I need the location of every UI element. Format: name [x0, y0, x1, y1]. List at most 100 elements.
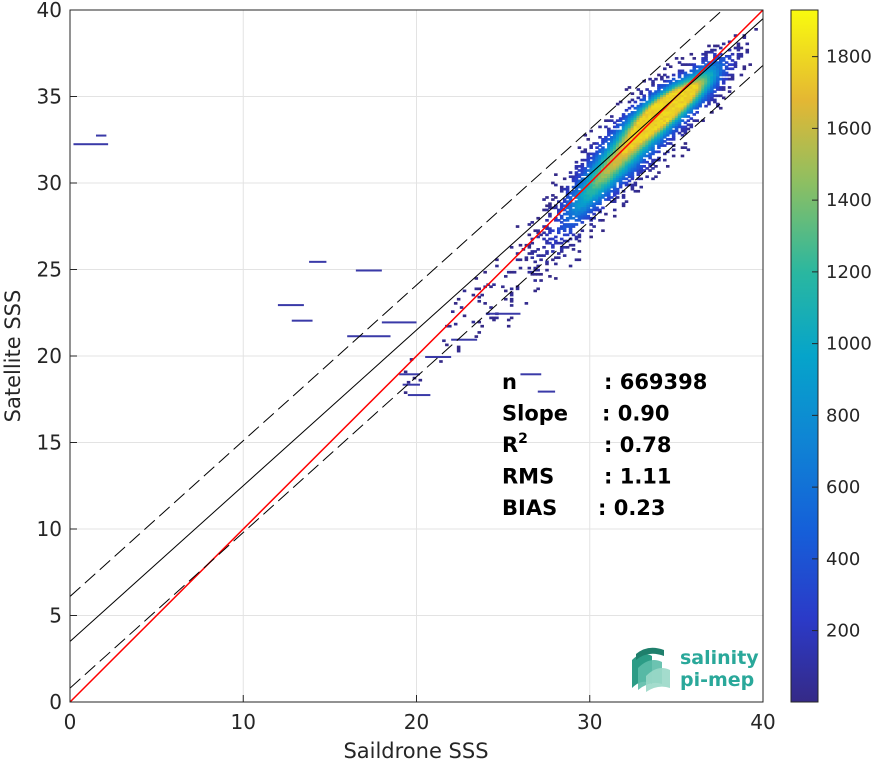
density-cell [745, 42, 750, 46]
density-cell [610, 142, 614, 145]
density-cell [565, 225, 570, 228]
density-cell [630, 123, 635, 127]
density-cell [716, 88, 720, 91]
density-cell [565, 218, 570, 222]
density-cell [707, 44, 711, 48]
density-cell [592, 167, 596, 170]
density-cell [533, 289, 537, 293]
outlier-mark [399, 373, 420, 376]
density-cell [642, 104, 646, 108]
density-cell [536, 254, 540, 257]
density-cell [604, 198, 608, 201]
density-cell [721, 86, 726, 89]
density-cell [586, 173, 591, 176]
density-cell [668, 142, 673, 145]
density-cell [627, 162, 632, 166]
density-cell [610, 119, 614, 123]
density-cell [648, 125, 652, 129]
density-cell [651, 108, 655, 112]
density-cell [633, 138, 638, 141]
density-cell [624, 133, 629, 137]
colorbar-tick-label: 1800 [826, 47, 872, 68]
density-cell [618, 177, 623, 181]
density-cell [657, 138, 661, 141]
density-cell [733, 65, 738, 69]
density-cell [642, 129, 646, 133]
density-cell [754, 27, 758, 31]
density-cell [439, 360, 443, 363]
density-cell [713, 81, 717, 85]
density-cell [695, 86, 699, 89]
density-cell [607, 165, 611, 168]
density-cell [663, 104, 667, 108]
density-cell [663, 127, 667, 131]
density-cell [574, 191, 579, 195]
density-cell [559, 250, 564, 253]
density-cell [677, 69, 682, 73]
density-cell [633, 167, 638, 170]
density-cell [607, 154, 611, 158]
density-cell [665, 113, 670, 116]
density-cell [718, 61, 723, 64]
density-cell [627, 86, 632, 89]
density-cell [665, 150, 670, 154]
density-cell [624, 121, 629, 125]
density-cell [621, 171, 626, 174]
density-cell [683, 104, 688, 108]
density-cell [574, 173, 579, 176]
density-cell [607, 131, 611, 135]
density-cell [739, 54, 744, 58]
density-cell [583, 214, 588, 218]
density-cell [665, 98, 670, 102]
density-cell [627, 167, 632, 170]
y-tick-label: 40 [37, 0, 62, 22]
density-cell [639, 140, 644, 143]
outlier-mark [451, 338, 478, 341]
density-cell [657, 102, 661, 106]
density-cell [557, 227, 561, 230]
density-cell [592, 158, 596, 162]
density-cell [545, 250, 549, 253]
density-cell [618, 119, 623, 123]
density-cell [642, 102, 646, 106]
density-cell [627, 165, 632, 168]
density-cell [636, 117, 641, 120]
density-cell [621, 144, 626, 147]
density-cell [592, 225, 596, 228]
density-cell [607, 129, 611, 133]
density-cell [639, 160, 644, 164]
density-cell [660, 75, 664, 79]
density-cell [683, 127, 688, 131]
density-cell [651, 84, 655, 87]
density-cell [633, 123, 638, 127]
density-cell [536, 216, 540, 220]
density-cell [595, 200, 599, 203]
density-cell [677, 71, 682, 75]
density-cell [604, 191, 608, 195]
density-cell [645, 140, 649, 143]
density-cell [583, 196, 588, 199]
density-cell [633, 146, 638, 149]
density-cell [604, 181, 608, 185]
x-tick-label: 0 [64, 710, 77, 734]
density-cell [565, 216, 570, 220]
density-cell [633, 148, 638, 152]
density-cell [665, 108, 670, 112]
density-cell [503, 297, 508, 301]
density-cell [536, 268, 540, 272]
density-cell [704, 59, 708, 62]
density-cell [592, 156, 596, 160]
density-cell [663, 73, 667, 77]
density-cell [704, 77, 708, 81]
density-cell [683, 92, 688, 96]
density-cell [657, 146, 661, 149]
density-cell [636, 165, 641, 168]
outlier-mark [347, 335, 391, 338]
density-cell [654, 100, 658, 104]
density-cell [601, 183, 605, 187]
outlier-mark [309, 260, 327, 263]
density-cell [674, 79, 679, 83]
density-cell [645, 144, 649, 147]
density-cell [660, 90, 664, 93]
density-cell [648, 131, 652, 135]
